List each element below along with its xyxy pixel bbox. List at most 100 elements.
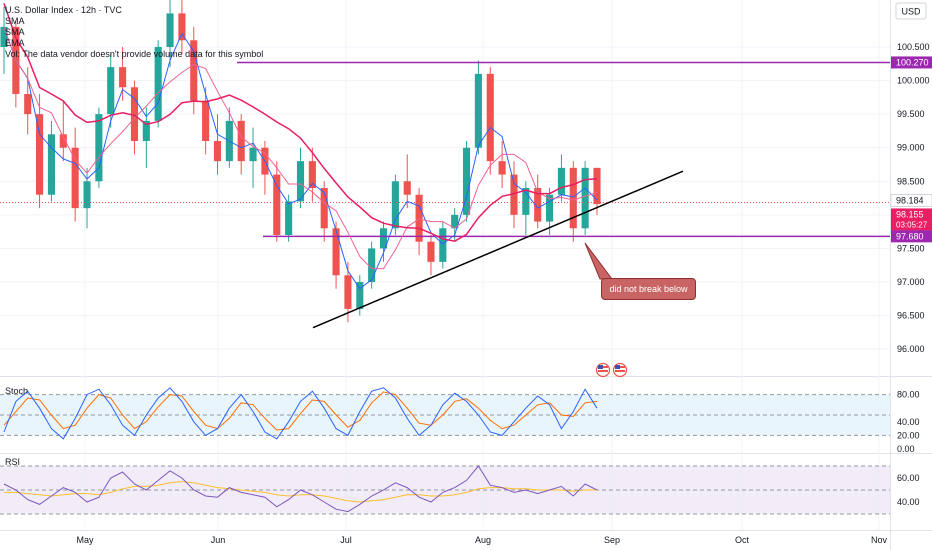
candle-body bbox=[166, 13, 174, 47]
annotation-text: did not break below bbox=[609, 284, 688, 294]
rsi-pane-label[interactable]: RSI bbox=[5, 457, 21, 467]
candle-body bbox=[107, 67, 115, 115]
price-label-bg bbox=[891, 208, 932, 231]
candle-body bbox=[36, 114, 44, 195]
candle-body bbox=[344, 275, 352, 309]
candle-body bbox=[391, 181, 399, 229]
stoch-tick-label: 40.00 bbox=[897, 417, 920, 427]
candle-body bbox=[142, 120, 150, 141]
currency-button[interactable] bbox=[895, 2, 927, 20]
candle-body bbox=[296, 161, 305, 202]
candle-body bbox=[47, 134, 55, 195]
price-axis-bg bbox=[890, 0, 932, 550]
legend-sma-1[interactable]: SMA bbox=[5, 16, 25, 26]
price-tick-label: 100.500 bbox=[897, 42, 930, 52]
price-tick-label: 96.500 bbox=[897, 311, 925, 321]
candle-body bbox=[498, 161, 506, 175]
stoch-pane-label[interactable]: Stoch bbox=[5, 386, 29, 396]
candle-body bbox=[237, 120, 245, 162]
price-label-bg bbox=[891, 230, 932, 243]
candle-body bbox=[332, 228, 340, 276]
candle-body bbox=[569, 167, 577, 229]
candle-body bbox=[190, 40, 198, 101]
stoch-tick-label: 20.00 bbox=[897, 430, 920, 440]
chart-legend: U.S. Dollar Index · 12h · TVC SMA SMA EM… bbox=[5, 5, 263, 60]
us-flag-event-icon[interactable] bbox=[612, 362, 628, 378]
time-tick-label: Aug bbox=[475, 535, 491, 545]
candle-body bbox=[308, 161, 316, 188]
stoch-tick-label: 0.00 bbox=[897, 444, 915, 454]
candle-body bbox=[213, 141, 222, 162]
price-tick-label: 97.000 bbox=[897, 277, 925, 287]
price-tick-label: 97.500 bbox=[897, 243, 925, 253]
price-tick-label: 96.000 bbox=[897, 344, 925, 354]
candle-body bbox=[462, 147, 471, 215]
time-tick-label: Nov bbox=[871, 535, 888, 545]
candle-body bbox=[415, 194, 423, 242]
price-tick-label: 99.500 bbox=[897, 109, 925, 119]
candle-body bbox=[474, 73, 482, 148]
legend-sma-2[interactable]: SMA bbox=[5, 27, 25, 37]
price-label-bg bbox=[890, 194, 932, 208]
candle-body bbox=[95, 114, 103, 182]
candle-body bbox=[486, 73, 494, 162]
candle-body bbox=[285, 201, 293, 235]
price-tick-label: 98.500 bbox=[897, 176, 925, 186]
candle-body bbox=[379, 228, 388, 249]
price-label-resistance[interactable]: 100.270 bbox=[891, 56, 932, 69]
flag-stripe bbox=[598, 370, 608, 372]
price-label-text: 97.680 bbox=[896, 231, 924, 241]
price-label-text: 98.155 bbox=[896, 209, 924, 219]
legend-volume-notice[interactable]: Vol: The data vendor doesn't provide vol… bbox=[5, 49, 264, 59]
flag-stripe bbox=[615, 370, 625, 372]
candle-body bbox=[522, 188, 530, 215]
candle-body bbox=[249, 147, 257, 162]
flag-canton bbox=[598, 365, 603, 369]
candle-body bbox=[24, 94, 32, 115]
price-label-bg bbox=[891, 56, 932, 69]
candle-body bbox=[178, 13, 186, 41]
time-tick-label: Oct bbox=[735, 535, 750, 545]
candle-body bbox=[427, 241, 435, 262]
us-flag-event-icon[interactable] bbox=[595, 362, 611, 378]
flag-canton bbox=[615, 365, 620, 369]
candle-body bbox=[0, 26, 8, 47]
time-tick-label: Jul bbox=[340, 535, 352, 545]
candle-body bbox=[368, 248, 376, 282]
stoch-k-line bbox=[3, 387, 598, 440]
sma-slow-line bbox=[3, 3, 598, 242]
candle-body bbox=[202, 100, 210, 141]
annotation-callout[interactable]: did not break below bbox=[601, 278, 696, 300]
candle-body bbox=[403, 181, 411, 195]
candle-body bbox=[130, 87, 139, 141]
candle-body bbox=[154, 47, 162, 121]
price-label-support[interactable]: 97.680 bbox=[891, 230, 932, 243]
rsi-ma-line bbox=[4, 481, 597, 503]
time-tick-label: Jun bbox=[211, 535, 226, 545]
candle-body bbox=[71, 147, 79, 209]
stoch-tick-label: 80.00 bbox=[897, 390, 920, 400]
time-tick-label: May bbox=[76, 535, 94, 545]
ema-line bbox=[3, 26, 598, 270]
candle-body bbox=[59, 134, 67, 148]
price-tick-label: 99.000 bbox=[897, 143, 925, 153]
ascending-trendline[interactable] bbox=[312, 170, 684, 329]
candle-body bbox=[273, 174, 281, 235]
price-label-text: 98.184 bbox=[896, 196, 924, 206]
rsi-line bbox=[3, 465, 598, 513]
countdown-text: 03:05:27 bbox=[896, 220, 928, 229]
price-label-last[interactable]: 98.184 bbox=[890, 194, 932, 208]
symbol-title[interactable]: U.S. Dollar Index · 12h · TVC bbox=[5, 5, 122, 15]
legend-ema[interactable]: EMA bbox=[5, 38, 25, 48]
price-label-text: 100.270 bbox=[896, 57, 929, 67]
rsi-tick-label: 60.00 bbox=[897, 473, 920, 483]
time-tick-label: Sep bbox=[604, 535, 620, 545]
candle-body bbox=[356, 282, 364, 309]
rsi-tick-label: 40.00 bbox=[897, 497, 920, 507]
candle-body bbox=[510, 174, 518, 215]
candle-body bbox=[557, 167, 565, 195]
currency-label[interactable]: USD bbox=[901, 7, 921, 17]
